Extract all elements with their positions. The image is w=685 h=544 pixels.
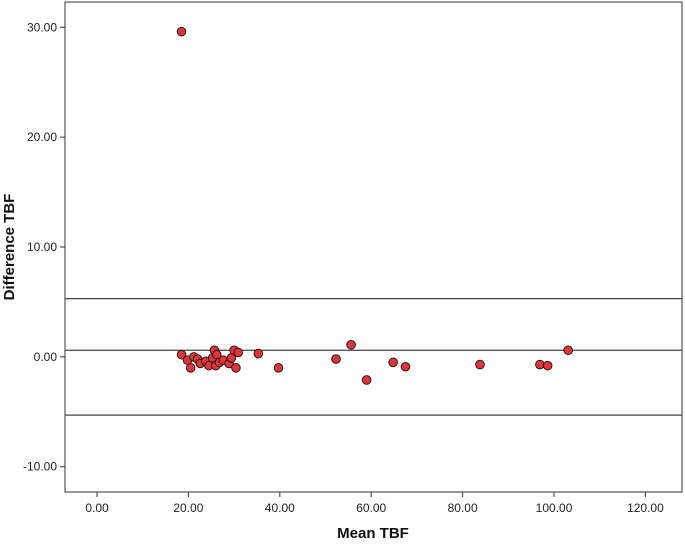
data-points bbox=[176, 26, 573, 385]
x-axis-ticks: 0.00 20.00 40.00 60.00 80.00 100.00 120.00 bbox=[85, 492, 664, 515]
y-tick-label: -10.00 bbox=[23, 460, 57, 474]
data-point bbox=[233, 347, 244, 358]
x-tick-label: 40.00 bbox=[265, 501, 295, 515]
data-point bbox=[388, 357, 398, 368]
data-point bbox=[400, 361, 411, 372]
y-axis-ticks: -10.00 0.00 10.00 20.00 30.00 bbox=[23, 20, 65, 474]
x-tick-label: 0.00 bbox=[85, 501, 109, 515]
x-tick-label: 80.00 bbox=[448, 501, 478, 515]
data-point bbox=[361, 375, 372, 385]
y-tick-label: 30.00 bbox=[27, 20, 57, 34]
data-point bbox=[176, 26, 187, 37]
x-tick-label: 100.00 bbox=[536, 501, 573, 515]
x-tick-label: 120.00 bbox=[627, 501, 664, 515]
data-point bbox=[346, 339, 356, 350]
plot-area bbox=[64, 1, 683, 493]
y-axis-title: Difference TBF bbox=[1, 194, 18, 301]
data-point bbox=[176, 349, 187, 360]
data-point bbox=[331, 354, 341, 364]
x-tick-label: 20.00 bbox=[173, 501, 203, 515]
data-point bbox=[535, 359, 545, 370]
x-tick-label: 60.00 bbox=[356, 501, 386, 515]
y-tick-label: 20.00 bbox=[27, 130, 57, 144]
data-point bbox=[185, 363, 196, 373]
y-tick-label: 0.00 bbox=[34, 350, 58, 364]
data-point bbox=[253, 348, 264, 359]
data-point bbox=[542, 360, 553, 371]
reference-lines bbox=[65, 298, 682, 416]
data-point bbox=[563, 345, 573, 356]
data-point bbox=[273, 363, 284, 373]
data-point bbox=[231, 363, 241, 373]
y-tick-label: 10.00 bbox=[27, 240, 57, 254]
data-point bbox=[475, 359, 485, 370]
x-axis-title: Mean TBF bbox=[337, 525, 409, 542]
